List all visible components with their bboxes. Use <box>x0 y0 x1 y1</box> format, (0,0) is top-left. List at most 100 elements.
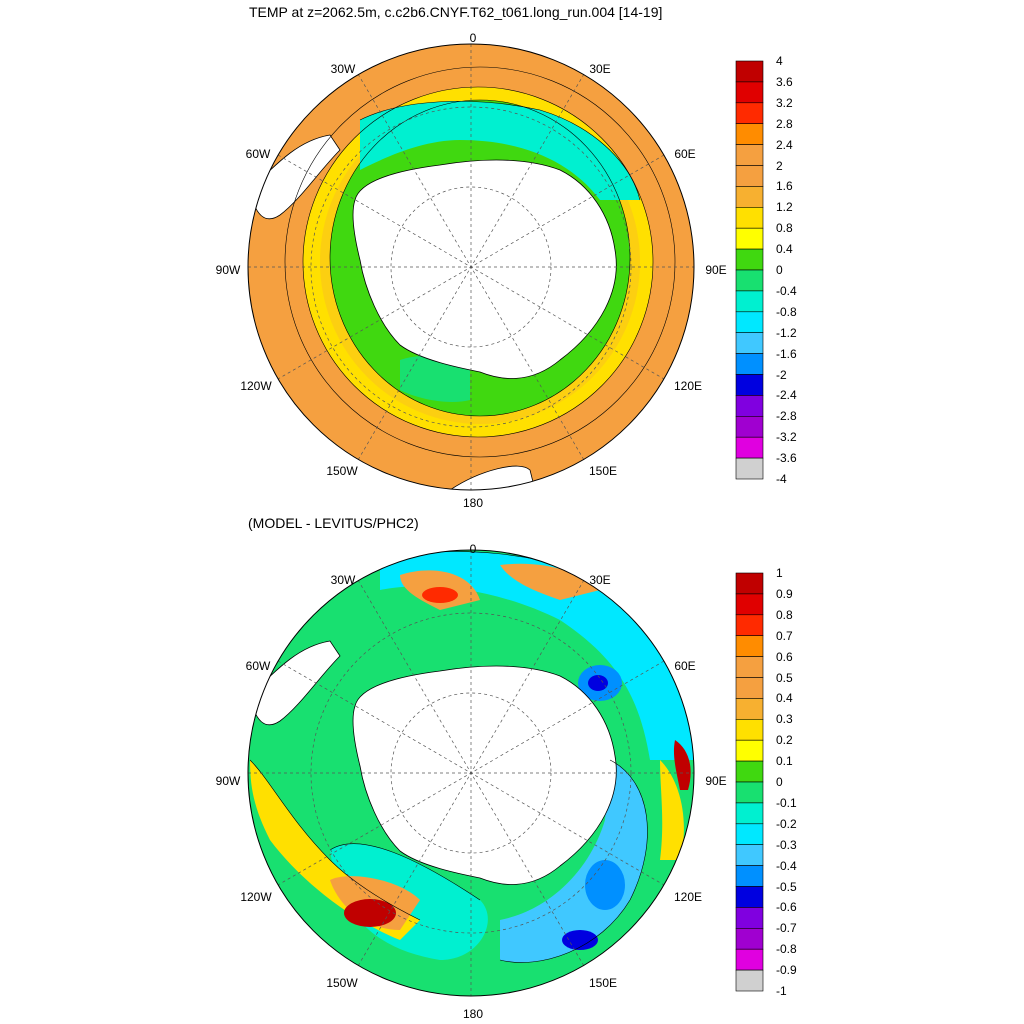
colorbar-box <box>735 677 764 699</box>
colorbar-tick-label: 0.3 <box>776 712 793 727</box>
top-colorbar <box>735 60 764 480</box>
colorbar-box <box>735 927 764 950</box>
colorbar-box <box>735 207 764 229</box>
colorbar-tick-label: -0.3 <box>776 837 797 852</box>
colorbar-tick-label: 0 <box>776 263 783 277</box>
lon-label-150w: 150W <box>326 464 358 478</box>
colorbar-tick-label: -0.9 <box>776 963 797 978</box>
colorbar-box <box>735 165 764 187</box>
lon-label-150w: 150W <box>326 976 358 990</box>
colorbar-box <box>735 760 764 783</box>
colorbar-tick-label: -2.8 <box>776 409 797 424</box>
field-ross-patch <box>400 355 470 402</box>
colorbar-tick-label: -3.6 <box>776 451 797 466</box>
anomaly-yellow-east <box>660 760 684 860</box>
colorbar-box <box>735 81 764 104</box>
colorbar-tick-label: 0.8 <box>776 221 793 236</box>
colorbar-tick-label: 0.4 <box>776 691 793 706</box>
south-america-land <box>249 134 341 220</box>
colorbar-tick-label: 3.2 <box>776 95 793 110</box>
colorbar-box <box>735 332 764 354</box>
lon-label-120e: 120E <box>673 379 703 393</box>
colorbar-tick-label: 0.6 <box>776 649 793 664</box>
colorbar-box <box>735 823 764 845</box>
antarctica-land <box>352 665 617 885</box>
colorbar-tick-label: 2 <box>776 158 783 173</box>
colorbar-box <box>735 227 764 250</box>
colorbar-box <box>735 248 764 271</box>
colorbar-tick-label: 2.4 <box>776 137 793 152</box>
colorbar-box <box>735 102 764 125</box>
colorbar-tick-label: -1.2 <box>776 325 797 340</box>
colorbar-box <box>735 60 764 83</box>
colorbar-box <box>735 269 764 292</box>
colorbar-tick-label: -0.1 <box>776 795 797 810</box>
colorbar-tick-label: -1.6 <box>776 346 797 361</box>
lon-label-30e: 30E <box>589 573 611 587</box>
colorbar-box <box>735 656 764 678</box>
colorbar-tick-label: -0.8 <box>776 942 797 957</box>
anomaly-red-north <box>422 587 458 603</box>
colorbar-tick-label: 0.9 <box>776 586 793 601</box>
colorbar-tick-label: -4 <box>776 472 787 486</box>
lon-label-120e: 120E <box>673 890 703 904</box>
colorbar-tick-label: 1.2 <box>776 200 793 215</box>
lon-label-0: 0 <box>469 31 477 45</box>
lon-label-60e: 60E <box>674 659 696 673</box>
colorbar-tick-label: -2.4 <box>776 388 797 403</box>
colorbar-tick-label: 0.1 <box>776 754 793 769</box>
lon-label-30e: 30E <box>589 62 611 76</box>
colorbar-tick-label: 0.5 <box>776 670 793 685</box>
anomaly-red-east <box>673 740 691 790</box>
anomaly-orange-north-2 <box>500 563 600 600</box>
colorbar-box <box>735 907 764 929</box>
colorbar-tick-label: 0.7 <box>776 628 793 643</box>
colorbar-tick-label: -0.2 <box>776 816 797 831</box>
lon-label-120w: 120W <box>240 890 272 904</box>
south-america-land <box>249 640 341 726</box>
colorbar-tick-label: 0 <box>776 775 783 789</box>
lon-label-150e: 150E <box>588 464 618 478</box>
colorbar-tick-label: 0.2 <box>776 733 793 748</box>
bottom-polar-map <box>247 549 695 997</box>
lon-label-30w: 30W <box>330 62 356 76</box>
colorbar-box <box>735 593 764 616</box>
lon-label-120w: 120W <box>240 379 272 393</box>
colorbar-tick-label: -0.4 <box>776 858 797 873</box>
lon-label-180: 180 <box>462 496 484 510</box>
top-map-title: TEMP at z=2062.5m, c.c2b6.CNYF.T62_t061.… <box>249 4 663 20</box>
colorbar-box <box>735 415 764 438</box>
colorbar-box <box>735 353 764 375</box>
colorbar-box <box>735 290 764 313</box>
anomaly-negative-band-south <box>500 760 648 963</box>
colorbar-box <box>735 718 764 741</box>
colorbar-tick-label: 1 <box>776 566 783 580</box>
lon-label-30w: 30W <box>330 573 356 587</box>
colorbar-tick-label: 2.8 <box>776 116 793 131</box>
colorbar-box <box>735 844 764 866</box>
colorbar-tick-label: 0.4 <box>776 242 793 257</box>
lon-label-90w: 90W <box>215 774 241 788</box>
lon-label-180: 180 <box>462 1007 484 1021</box>
anomaly-deep-blue-2 <box>562 930 598 950</box>
colorbar-tick-label: -3.2 <box>776 430 797 445</box>
colorbar-tick-label: -0.5 <box>776 879 797 894</box>
colorbar-tick-label: 0.8 <box>776 607 793 622</box>
graticule <box>248 44 694 490</box>
colorbar-box <box>735 186 764 208</box>
field-cyan-weddell <box>360 101 640 200</box>
colorbar-tick-label: -0.8 <box>776 304 797 319</box>
colorbar-box <box>735 781 764 804</box>
colorbar-box <box>735 436 764 459</box>
colorbar-box <box>735 948 764 971</box>
colorbar-tick-label: -0.4 <box>776 283 797 298</box>
colorbar-tick-label: -0.6 <box>776 900 797 915</box>
bottom-map-title: (MODEL - LEVITUS/PHC2) <box>248 515 419 531</box>
colorbar-tick-label: -0.7 <box>776 921 797 936</box>
colorbar-box <box>735 698 764 720</box>
lon-label-150e: 150E <box>588 976 618 990</box>
colorbar-tick-label: 3.6 <box>776 74 793 89</box>
top-map-border <box>247 43 695 491</box>
colorbar-box <box>735 802 764 825</box>
